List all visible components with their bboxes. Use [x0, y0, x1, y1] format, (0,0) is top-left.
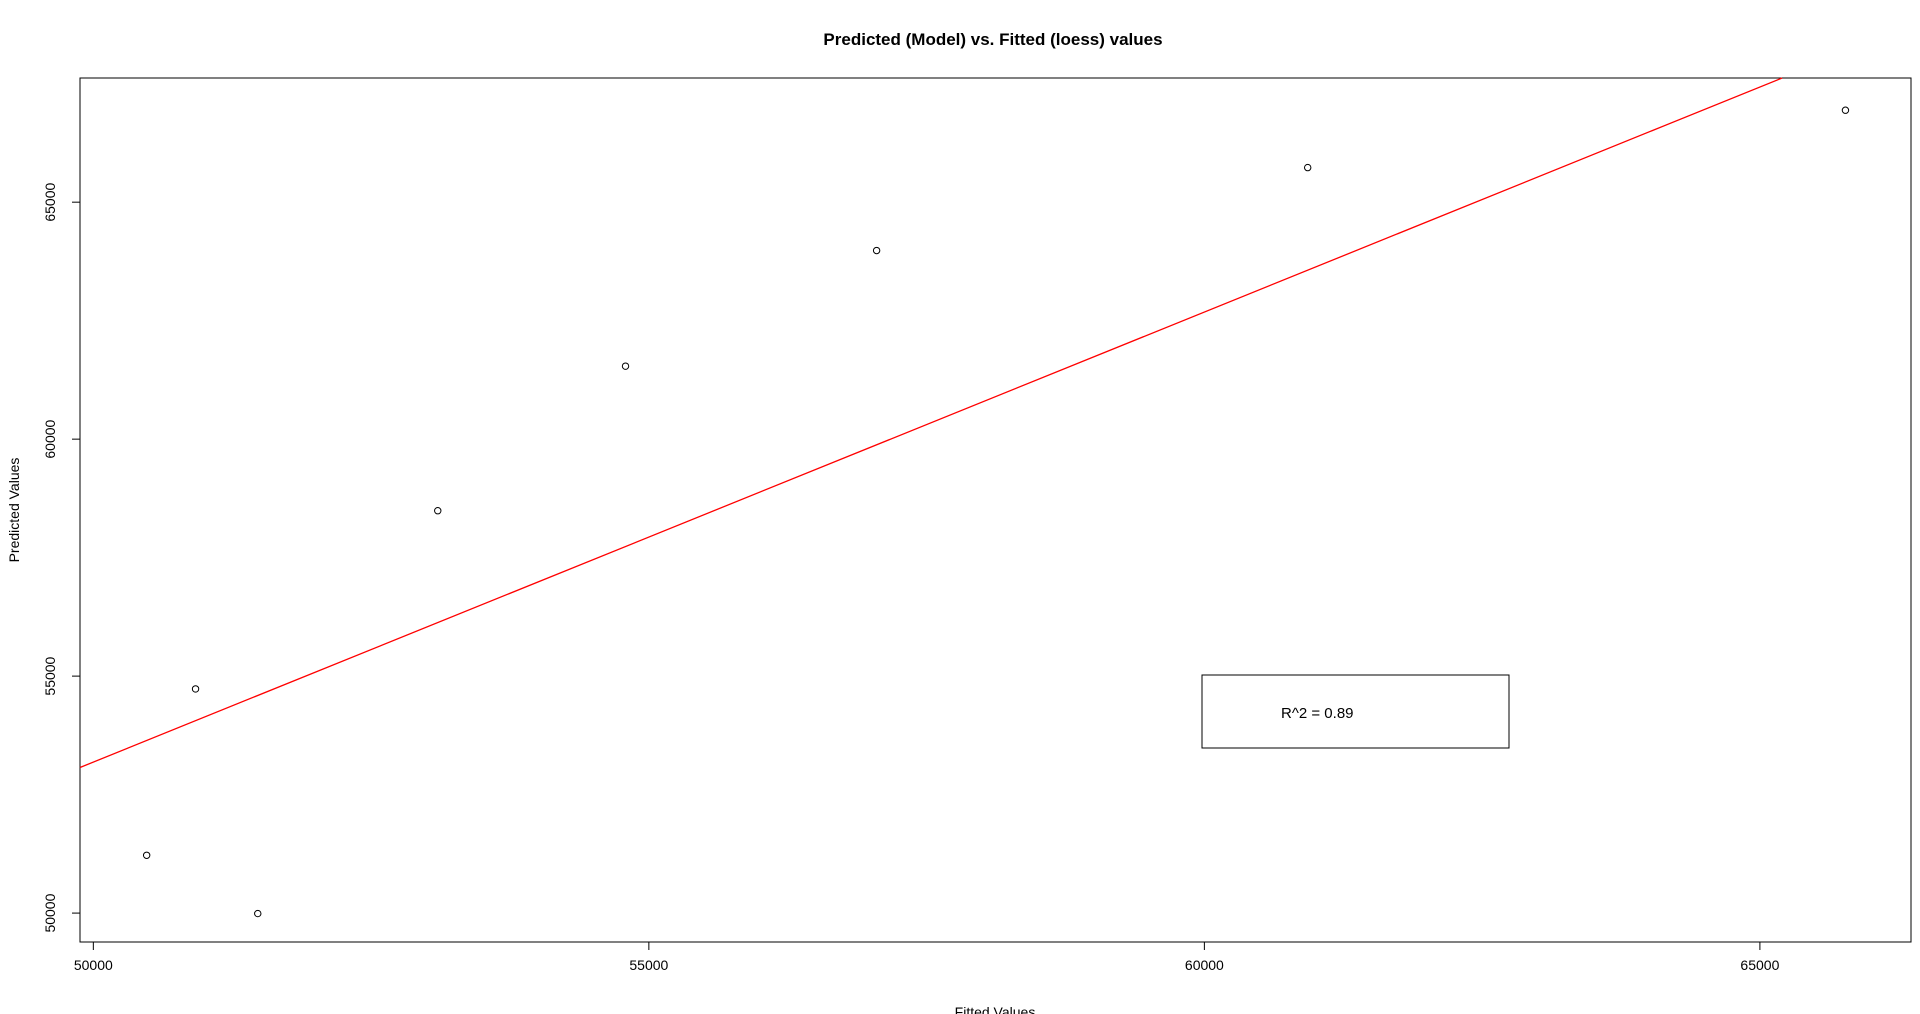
data-point: [621, 362, 630, 370]
x-axis-label: Fitted Values: [955, 1004, 1036, 1014]
legend: R^2 = 0.89: [1201, 674, 1510, 749]
plot-area-frame: [79, 77, 1912, 943]
y-tick-label: 55000: [42, 656, 58, 695]
y-axis: 50000 55000 60000 65000: [42, 182, 81, 933]
data-points: [142, 106, 1850, 918]
x-tick-label: 60000: [1185, 957, 1224, 973]
data-point: [254, 909, 262, 918]
legend-box: [1201, 674, 1510, 749]
data-point: [1841, 106, 1850, 114]
x-tick-label: 65000: [1740, 957, 1779, 973]
data-point: [142, 851, 151, 859]
data-point: [872, 246, 881, 255]
chart-title: Predicted (Model) vs. Fitted (loess) val…: [823, 30, 1162, 49]
x-tick-label: 50000: [74, 957, 113, 973]
data-point: [191, 685, 200, 693]
y-tick-label: 65000: [42, 182, 58, 221]
legend-r-squared: R^2 = 0.89: [1281, 705, 1354, 722]
data-point: [434, 507, 442, 515]
y-tick-label: 60000: [42, 419, 58, 458]
y-axis-label: Predicted Values: [6, 458, 22, 563]
regression-line: [79, 77, 1783, 769]
data-point: [1304, 163, 1312, 172]
x-axis: 50000 55000 60000 65000: [74, 941, 1780, 973]
y-tick-label: 50000: [42, 893, 58, 932]
x-tick-label: 55000: [629, 957, 668, 973]
